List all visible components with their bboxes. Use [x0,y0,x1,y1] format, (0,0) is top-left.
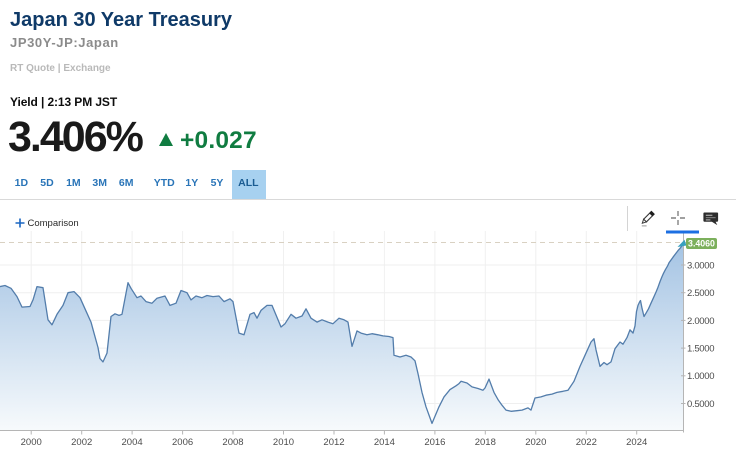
svg-text:2020: 2020 [525,437,546,448]
svg-text:1.0000: 1.0000 [687,371,714,382]
svg-text:2018: 2018 [475,437,496,448]
svg-text:1.5000: 1.5000 [687,344,714,355]
svg-text:3.0000: 3.0000 [687,260,714,271]
svg-text:0.5000: 0.5000 [687,399,714,410]
svg-text:2004: 2004 [122,437,143,448]
svg-text:2014: 2014 [374,437,395,448]
svg-text:2006: 2006 [172,437,193,448]
svg-text:2012: 2012 [323,437,344,448]
svg-text:2022: 2022 [576,437,597,448]
svg-text:2.0000: 2.0000 [687,316,714,327]
svg-text:2010: 2010 [273,437,294,448]
svg-text:2000: 2000 [21,437,42,448]
svg-text:2024: 2024 [626,437,647,448]
svg-text:2002: 2002 [71,437,92,448]
svg-text:2008: 2008 [222,437,243,448]
svg-text:2.5000: 2.5000 [687,288,714,299]
svg-text:2016: 2016 [424,437,445,448]
svg-text:3.4060: 3.4060 [688,239,715,249]
